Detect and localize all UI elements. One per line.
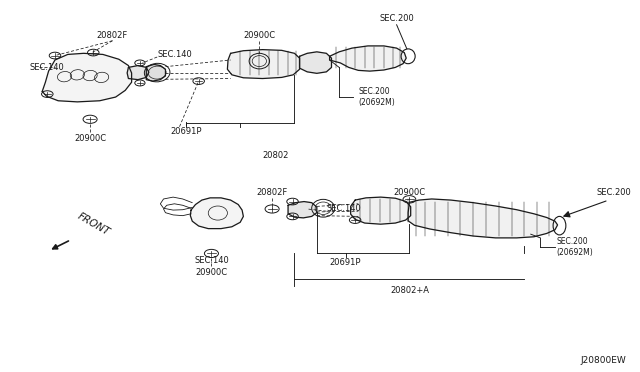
Text: FRONT: FRONT — [76, 211, 112, 237]
Text: 20900C: 20900C — [394, 188, 426, 197]
Text: 20900C: 20900C — [74, 134, 106, 143]
Text: SEC.200
(20692M): SEC.200 (20692M) — [556, 237, 593, 257]
Polygon shape — [127, 65, 149, 80]
Text: SEC.140: SEC.140 — [29, 63, 64, 72]
Text: SEC.200
(20692M): SEC.200 (20692M) — [358, 87, 395, 107]
Text: J20800EW: J20800EW — [580, 356, 627, 365]
Text: 20691P: 20691P — [330, 258, 362, 267]
Polygon shape — [147, 64, 166, 81]
Polygon shape — [42, 53, 132, 102]
Polygon shape — [300, 52, 332, 73]
Text: SEC.200: SEC.200 — [380, 14, 414, 23]
Text: 20900C: 20900C — [195, 267, 227, 276]
Text: SEC.140: SEC.140 — [194, 256, 229, 265]
Text: SEC.200: SEC.200 — [596, 188, 631, 197]
Text: SEC.140: SEC.140 — [326, 204, 361, 213]
Polygon shape — [330, 46, 406, 71]
Polygon shape — [351, 197, 411, 224]
Text: 20802+A: 20802+A — [390, 286, 429, 295]
Text: 20802F: 20802F — [97, 31, 128, 39]
Text: 20802: 20802 — [262, 151, 289, 160]
Polygon shape — [288, 202, 317, 218]
Text: 20802F: 20802F — [257, 188, 288, 197]
Polygon shape — [190, 198, 243, 229]
Text: SEC.140: SEC.140 — [157, 50, 192, 59]
Text: 20900C: 20900C — [243, 31, 275, 39]
Text: 20691P: 20691P — [170, 127, 202, 136]
Polygon shape — [227, 49, 300, 78]
Polygon shape — [408, 199, 557, 238]
